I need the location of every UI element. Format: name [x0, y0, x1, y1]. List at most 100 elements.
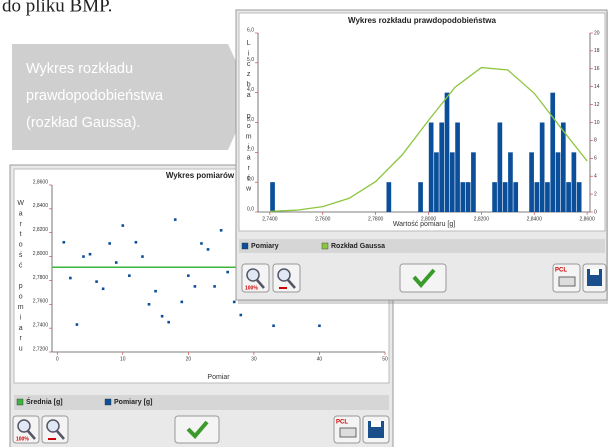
x-tick-label: 50 — [382, 356, 388, 362]
x-axis-label: Wartość pomiaru [g] — [393, 221, 455, 228]
y-tick-label: 2,8600 — [33, 179, 49, 185]
point — [226, 270, 229, 274]
legend-swatch — [241, 242, 249, 250]
bar — [560, 122, 566, 212]
point — [200, 242, 203, 245]
zoom-in-button[interactable]: 100% — [241, 263, 270, 293]
bar — [529, 152, 534, 212]
x-tick-label: 2,8000 — [421, 216, 437, 222]
bar — [508, 152, 513, 212]
x-tick-label: 40 — [317, 356, 323, 362]
point — [134, 240, 138, 244]
point — [154, 289, 157, 293]
bar — [576, 182, 582, 212]
point — [187, 274, 190, 277]
point — [180, 300, 184, 304]
legend-label: Pomiary [g] — [114, 399, 153, 406]
callout-line: (rozkład Gaussa). — [26, 115, 140, 131]
y-tick-label: 2,7600 — [33, 299, 49, 305]
bar — [455, 122, 460, 212]
y2-tick-label: 2 — [594, 191, 597, 197]
callout-shape — [12, 44, 252, 150]
point — [101, 287, 105, 291]
distribution-window: 100% PCL Wykres rozkładu prawdopodobieńs… — [235, 9, 608, 304]
bar — [465, 182, 471, 212]
point — [69, 276, 72, 280]
y-tick-label: 4,0 — [247, 87, 254, 93]
zoom-label: 100% — [245, 285, 258, 291]
point — [121, 224, 125, 227]
callout-line: prawdopodobieństwa — [26, 88, 164, 104]
y-tick-label: 2,8000 — [33, 251, 49, 257]
bar — [545, 182, 550, 212]
point — [62, 240, 66, 244]
bar — [550, 92, 556, 212]
point — [88, 252, 92, 256]
point — [206, 248, 210, 251]
y2-tick-label: 18 — [594, 48, 600, 54]
save-button[interactable] — [362, 415, 390, 444]
y2-tick-label: 4 — [594, 174, 597, 180]
bar — [460, 182, 466, 212]
x-tick-label: 2,8200 — [474, 216, 490, 222]
bar — [513, 182, 519, 212]
point — [114, 261, 118, 264]
bar — [444, 92, 450, 212]
point — [167, 320, 170, 324]
point — [193, 285, 197, 288]
x-tick-label: 20 — [186, 356, 192, 362]
y-tick-label: 6,0 — [247, 27, 254, 33]
y-tick-label: 2,8400 — [33, 203, 49, 209]
point — [75, 323, 79, 326]
x-tick-label: 30 — [251, 356, 257, 362]
y-tick-label: 2,8200 — [33, 227, 49, 233]
y-tick-label: 2,0 — [247, 147, 254, 153]
ok-button[interactable] — [399, 263, 447, 293]
point — [239, 313, 243, 317]
ok-button[interactable] — [174, 415, 220, 444]
y2-tick-label: 16 — [594, 66, 600, 72]
point — [128, 274, 131, 277]
bar — [428, 122, 434, 212]
point — [232, 300, 236, 304]
bar — [539, 122, 545, 212]
y-axis-label: Wartość pomiaru — [16, 200, 24, 356]
x-axis-label: Pomiar — [207, 374, 230, 381]
save-button[interactable] — [582, 263, 607, 293]
point — [318, 324, 321, 328]
zoom-out-button[interactable] — [41, 415, 69, 444]
legend-label: Średnia [g] — [26, 397, 63, 406]
bar — [571, 152, 577, 212]
point — [160, 314, 164, 318]
chart-title: Wykres rozkładu prawdopodobieństwa — [348, 16, 496, 25]
zoom-label: 100% — [16, 436, 29, 442]
zoom-in-button[interactable]: 100% — [12, 415, 40, 444]
bar — [492, 182, 497, 212]
point — [141, 255, 144, 258]
y2-tick-label: 12 — [594, 102, 600, 108]
y2-tick-label: 10 — [594, 120, 600, 126]
x-tick-label: 2,8600 — [579, 216, 595, 222]
bar — [534, 182, 540, 212]
print-button[interactable]: PCL — [333, 415, 361, 444]
bar — [418, 182, 423, 212]
x-tick-label: 2,8400 — [527, 216, 543, 222]
y-tick-label: 0,0 — [247, 206, 254, 212]
point — [95, 280, 98, 283]
bar — [555, 152, 561, 212]
bar — [471, 152, 476, 212]
print-button[interactable]: PCL — [552, 263, 581, 293]
point — [108, 242, 111, 245]
point — [219, 229, 223, 232]
zoom-out-button[interactable] — [272, 263, 301, 293]
x-tick-label: 2,7400 — [262, 216, 278, 222]
bar — [502, 182, 508, 212]
header-text: do pliku BMP. — [2, 0, 112, 16]
y-axis-label: Liczba pomiarów — [245, 40, 252, 196]
y2-tick-label: 14 — [594, 84, 600, 90]
y-tick-label: 1,0 — [247, 176, 254, 182]
bar — [386, 182, 392, 212]
y2-tick-label: 0 — [594, 209, 597, 215]
